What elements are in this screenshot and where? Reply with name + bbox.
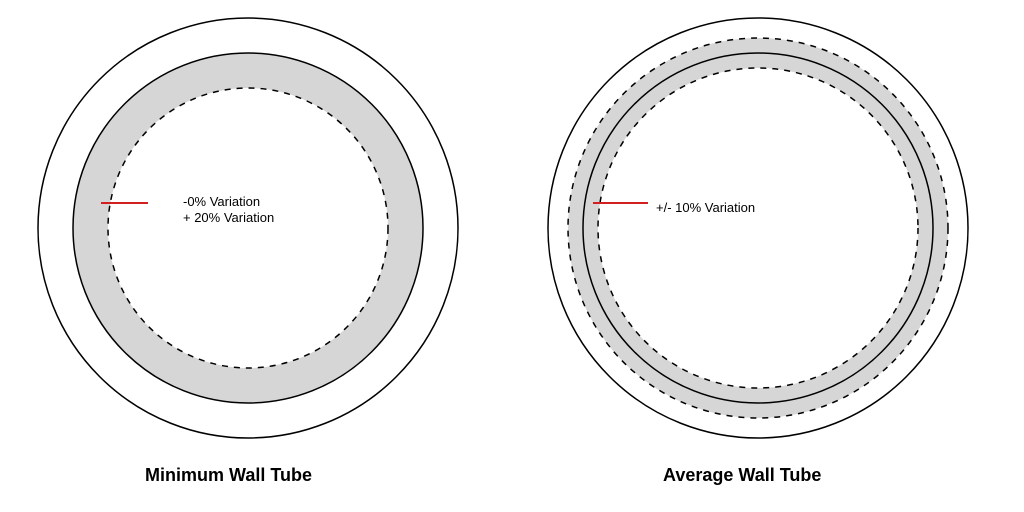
- svg-minimum-wall: [28, 8, 468, 448]
- dashed-inner-circle-average: [598, 68, 918, 388]
- outer-circle-average: [548, 18, 968, 438]
- label-minimum-line2: + 20% Variation: [183, 210, 274, 226]
- dashed-circle-minimum: [108, 88, 388, 368]
- svg-average-wall: [538, 8, 978, 448]
- label-minimum-line1: -0% Variation: [183, 194, 274, 210]
- annulus-minimum: [73, 53, 423, 403]
- annulus-average: [568, 38, 948, 418]
- label-group-minimum: -0% Variation + 20% Variation: [183, 194, 274, 227]
- caption-minimum: Minimum Wall Tube: [145, 465, 312, 486]
- stage: -0% Variation + 20% Variation Minimum Wa…: [0, 0, 1024, 512]
- caption-average: Average Wall Tube: [663, 465, 821, 486]
- diagram-minimum-wall: -0% Variation + 20% Variation: [28, 8, 468, 448]
- diagram-average-wall: +/- 10% Variation: [538, 8, 978, 448]
- label-average-line1: +/- 10% Variation: [656, 200, 755, 216]
- label-group-average: +/- 10% Variation: [656, 200, 755, 216]
